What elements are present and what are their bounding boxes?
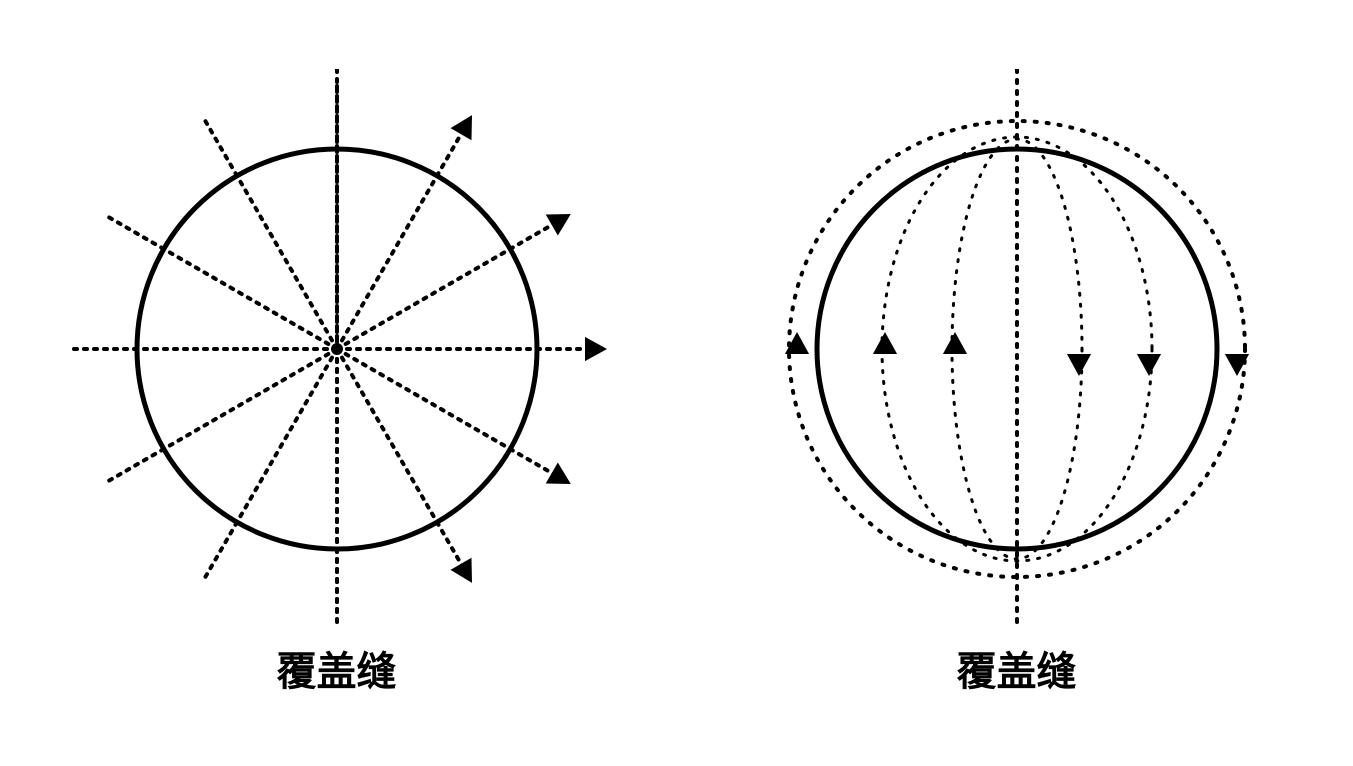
left-label: 覆盖缝 xyxy=(277,639,397,697)
right-diagram-wrapper: 覆盖缝 xyxy=(737,69,1297,697)
right-meridian-diagram xyxy=(737,69,1297,629)
left-diagram-wrapper: 覆盖缝 xyxy=(57,69,617,697)
left-radial-diagram xyxy=(57,69,617,629)
diagram-container: 覆盖缝 覆盖缝 xyxy=(57,69,1297,697)
right-label: 覆盖缝 xyxy=(957,639,1077,697)
